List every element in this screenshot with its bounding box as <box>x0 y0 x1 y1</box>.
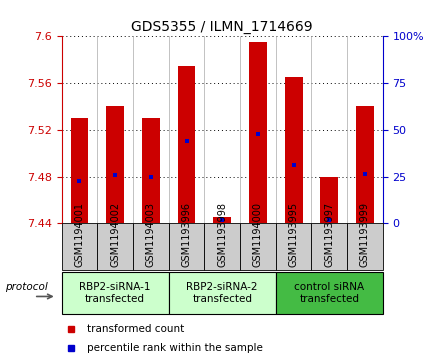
Bar <box>133 223 169 270</box>
Text: protocol: protocol <box>5 282 48 292</box>
Bar <box>142 118 160 223</box>
Bar <box>106 106 124 223</box>
Text: GSM1193999: GSM1193999 <box>360 202 370 267</box>
Bar <box>276 272 383 314</box>
Bar <box>178 65 195 223</box>
Bar <box>347 223 383 270</box>
Bar <box>312 223 347 270</box>
Bar <box>169 223 204 270</box>
Text: GSM1193995: GSM1193995 <box>289 201 299 267</box>
Text: transformed count: transformed count <box>87 324 184 334</box>
Text: RBP2-siRNA-1
transfected: RBP2-siRNA-1 transfected <box>79 282 151 304</box>
Text: GSM1194000: GSM1194000 <box>253 202 263 267</box>
Bar <box>240 223 276 270</box>
Bar <box>285 77 303 223</box>
Text: GSM1193997: GSM1193997 <box>324 201 334 267</box>
Title: GDS5355 / ILMN_1714669: GDS5355 / ILMN_1714669 <box>132 20 313 34</box>
Bar <box>356 106 374 223</box>
Bar <box>62 223 97 270</box>
Text: RBP2-siRNA-2
transfected: RBP2-siRNA-2 transfected <box>187 282 258 304</box>
Text: GSM1193996: GSM1193996 <box>182 202 191 267</box>
Text: control siRNA
transfected: control siRNA transfected <box>294 282 364 304</box>
Bar <box>213 217 231 223</box>
Text: GSM1194003: GSM1194003 <box>146 202 156 267</box>
Bar <box>97 223 133 270</box>
Text: GSM1194001: GSM1194001 <box>74 202 84 267</box>
Bar <box>62 272 169 314</box>
Bar <box>70 118 88 223</box>
Text: GSM1193998: GSM1193998 <box>217 202 227 267</box>
Bar <box>276 223 312 270</box>
Bar <box>320 176 338 223</box>
Bar <box>249 42 267 223</box>
Bar <box>169 272 276 314</box>
Text: GSM1194002: GSM1194002 <box>110 201 120 267</box>
Text: percentile rank within the sample: percentile rank within the sample <box>87 343 263 353</box>
Bar <box>204 223 240 270</box>
